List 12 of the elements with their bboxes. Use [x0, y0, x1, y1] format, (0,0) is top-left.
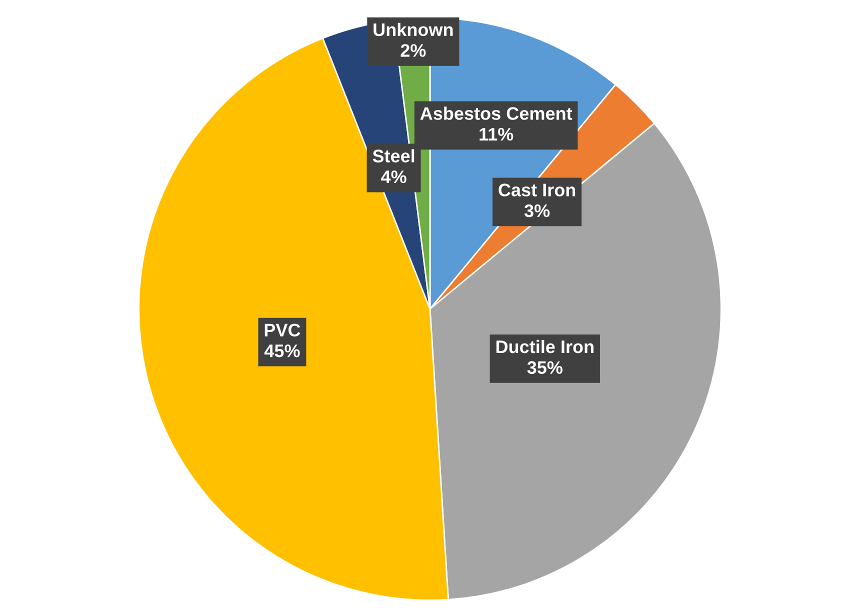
- data-label: 3%: [524, 204, 550, 218]
- data-label: 11%: [480, 128, 514, 141]
- data-label: 45%: [264, 344, 300, 358]
- slice-label: PVC: [264, 324, 300, 336]
- slice-label: Steel: [372, 149, 414, 162]
- data-label: 35%: [527, 361, 562, 374]
- slice-label: Ductile Iron: [496, 340, 594, 354]
- slice-label: Cast Iron: [498, 184, 576, 196]
- slice-label: Unknown: [374, 22, 453, 36]
- data-label: 4%: [381, 170, 406, 184]
- slice-label: Asbestos Cement: [420, 106, 572, 120]
- data-label: 2%: [400, 44, 426, 57]
